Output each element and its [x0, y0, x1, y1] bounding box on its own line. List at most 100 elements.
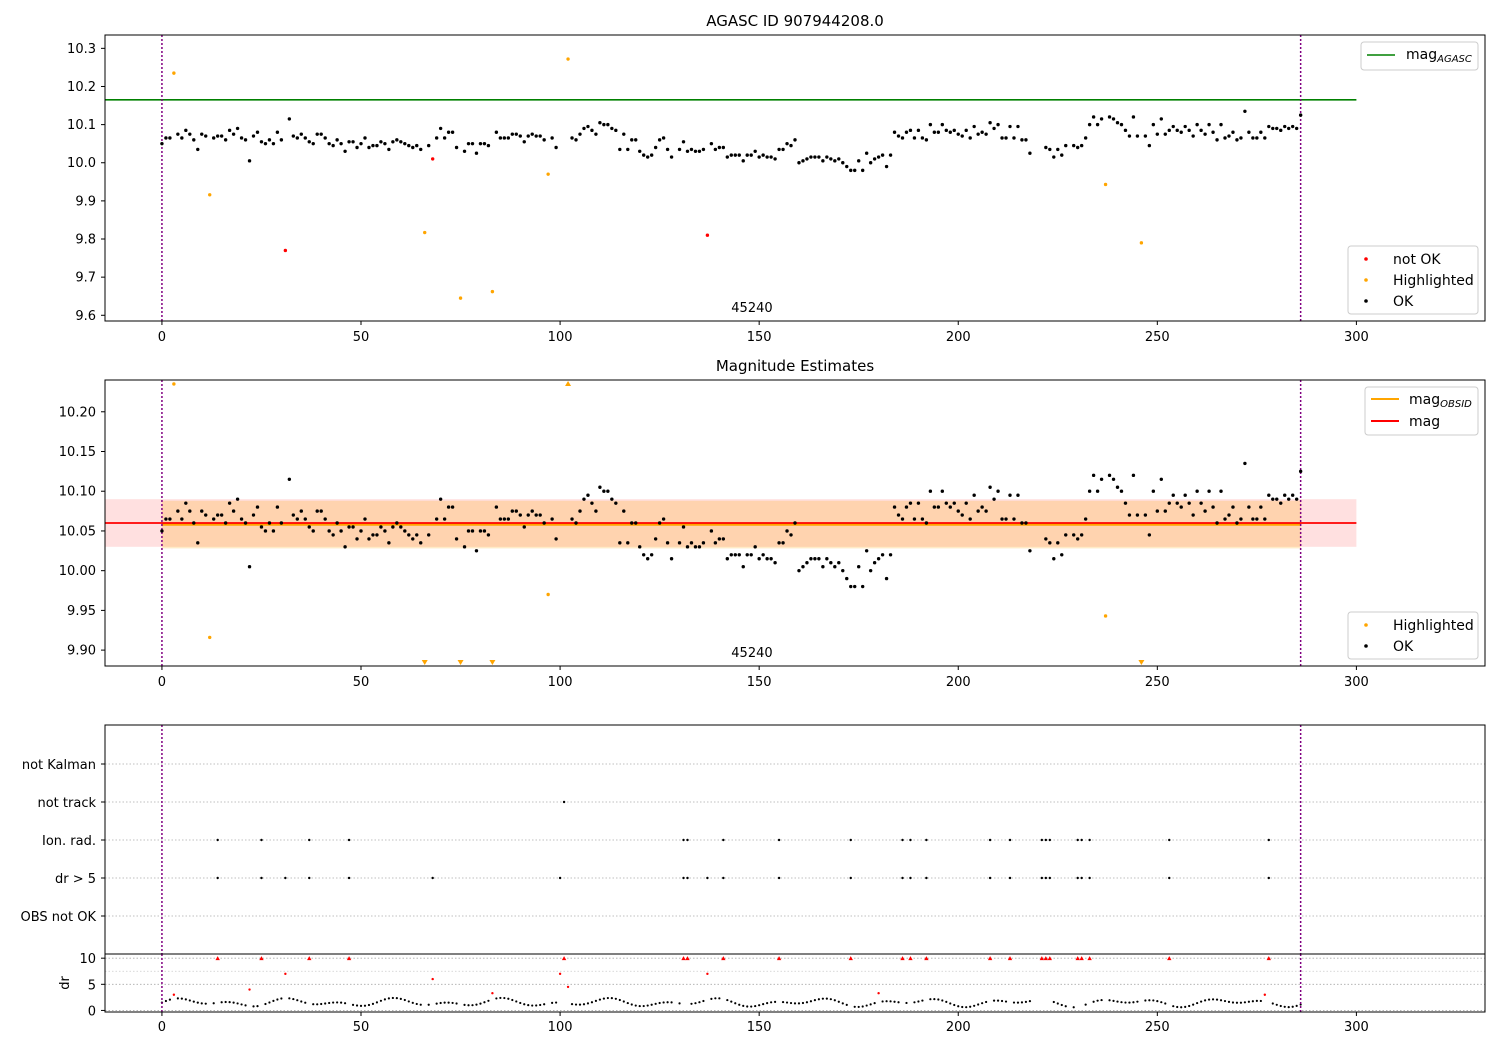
panel1-point-ok [1159, 117, 1164, 121]
panel1-point-ok [1052, 155, 1056, 159]
panel2-obsid-label: 45240 [731, 646, 772, 661]
dr-point [539, 1003, 542, 1007]
dr-point-large [558, 972, 562, 976]
dr-point [977, 1003, 980, 1006]
flag-point [1040, 876, 1044, 880]
panel2-point-ok [371, 533, 375, 537]
panel2-xtick-label: 150 [747, 675, 772, 690]
flag-point [849, 876, 852, 880]
magnitude-estimates-panel: 45240 0 50 100 150 200 250 300 9.90 9.95 10.00 10.0… [59, 379, 1486, 690]
panel2-point-ok [1000, 517, 1004, 521]
panel1-point-ok [343, 149, 347, 154]
flag-point [1267, 838, 1271, 842]
panel2-ytick-label: 10.15 [59, 445, 96, 460]
panel2-point-ok [1091, 473, 1096, 478]
panel2-point-highlighted [208, 635, 212, 640]
panel2-point-ok [403, 529, 407, 533]
panel1-point-ok [888, 153, 893, 157]
dr-point [582, 1003, 586, 1006]
panel2-offscale-low-marker [457, 660, 464, 665]
panel1-point-ok [1283, 124, 1287, 129]
panel1-point-ok [375, 143, 379, 148]
panel1-point-ok [721, 145, 726, 150]
flag-point [682, 876, 685, 880]
panel1-point-ok [1044, 145, 1048, 150]
dr-point [1028, 999, 1032, 1003]
panel1-point-ok [574, 138, 578, 142]
panel2-point-ok [622, 509, 626, 513]
panel2-ytick-label: 10.10 [59, 485, 96, 500]
panel2-point-ok [510, 509, 515, 513]
panel2-point-ok [1203, 509, 1207, 513]
panel2-point-ok [1060, 553, 1064, 557]
panel2-point-ok [669, 557, 674, 561]
panel2-point-highlighted [546, 592, 550, 597]
panel1-point-ok [960, 134, 964, 138]
flag-point [1008, 838, 1012, 842]
panel1-point-ok [857, 159, 861, 163]
dr-point [292, 997, 295, 1001]
dr-point-clipped [1167, 956, 1172, 961]
panel1-point-ok [642, 153, 646, 157]
panel1-ytick-label: 10.3 [67, 42, 96, 57]
dr-point [1124, 1001, 1127, 1004]
dr-point [961, 1005, 964, 1009]
flag-point [988, 838, 992, 842]
dr-point-clipped [1087, 956, 1092, 961]
panel1-point-ok [661, 136, 666, 140]
panel1-point-ok [1004, 136, 1008, 140]
panel1-point-ok [944, 128, 948, 133]
dr-point [1024, 1000, 1028, 1003]
panel1-xtick-label: 0 [158, 330, 166, 345]
panel2-point-ok [168, 517, 172, 521]
panel1-point-ok [542, 138, 546, 142]
panel1-xtick-label: 150 [747, 330, 772, 345]
panel1-point-ok [785, 141, 789, 146]
dr-point [949, 1002, 952, 1005]
dr-point [770, 1001, 773, 1004]
panel2-point-ok [506, 517, 511, 521]
panel2-point-ok [582, 497, 586, 501]
dr-point [256, 1005, 259, 1008]
panel1-point-ok [948, 130, 952, 134]
panel2-point-ok [415, 533, 419, 537]
dr-point [1247, 1000, 1250, 1003]
dr-point [762, 1003, 765, 1006]
panel2-point-ok [590, 501, 594, 505]
dr-point [638, 1004, 641, 1008]
panel2-point-ok [502, 517, 507, 521]
panel2-point-ok [486, 533, 491, 537]
panel2-point-ok [896, 513, 901, 517]
panel1-point-ok [454, 145, 459, 150]
panel2-point-ok [303, 517, 307, 521]
panel1-point-not-ok [283, 248, 288, 253]
panel2-point-ok [375, 533, 379, 537]
dr-point-clipped [681, 956, 686, 961]
panel1-point-ok [638, 149, 642, 154]
panel2-point-ok [960, 513, 964, 517]
dr-point [670, 1001, 673, 1004]
panel2-point-ok [574, 521, 578, 525]
panel1-point-ok [864, 151, 869, 155]
panel1-point-ok [1263, 136, 1267, 140]
dr-point [1016, 1001, 1020, 1004]
panel1-point-ok [514, 132, 518, 136]
panel1-point-ok [311, 141, 315, 146]
panel2-point-ok [857, 564, 861, 569]
panel2-point-ok [395, 521, 399, 525]
panel1-point-ok [1231, 130, 1235, 134]
panel1-point-ok [359, 141, 363, 146]
panel2-ytick-label: 9.95 [67, 604, 96, 619]
panel1-point-ok [1171, 124, 1175, 129]
panel1-point-ok [860, 168, 865, 173]
panel1-point-ok [387, 147, 391, 152]
flag-point [925, 838, 928, 842]
dr-point [845, 1003, 848, 1006]
dr-point [168, 998, 171, 1001]
panel2-point-ok [530, 509, 534, 513]
dr-point [367, 1003, 371, 1007]
flag-point [562, 800, 566, 804]
panel2-point-ok [466, 529, 471, 533]
panel2-point-ok [239, 517, 244, 521]
